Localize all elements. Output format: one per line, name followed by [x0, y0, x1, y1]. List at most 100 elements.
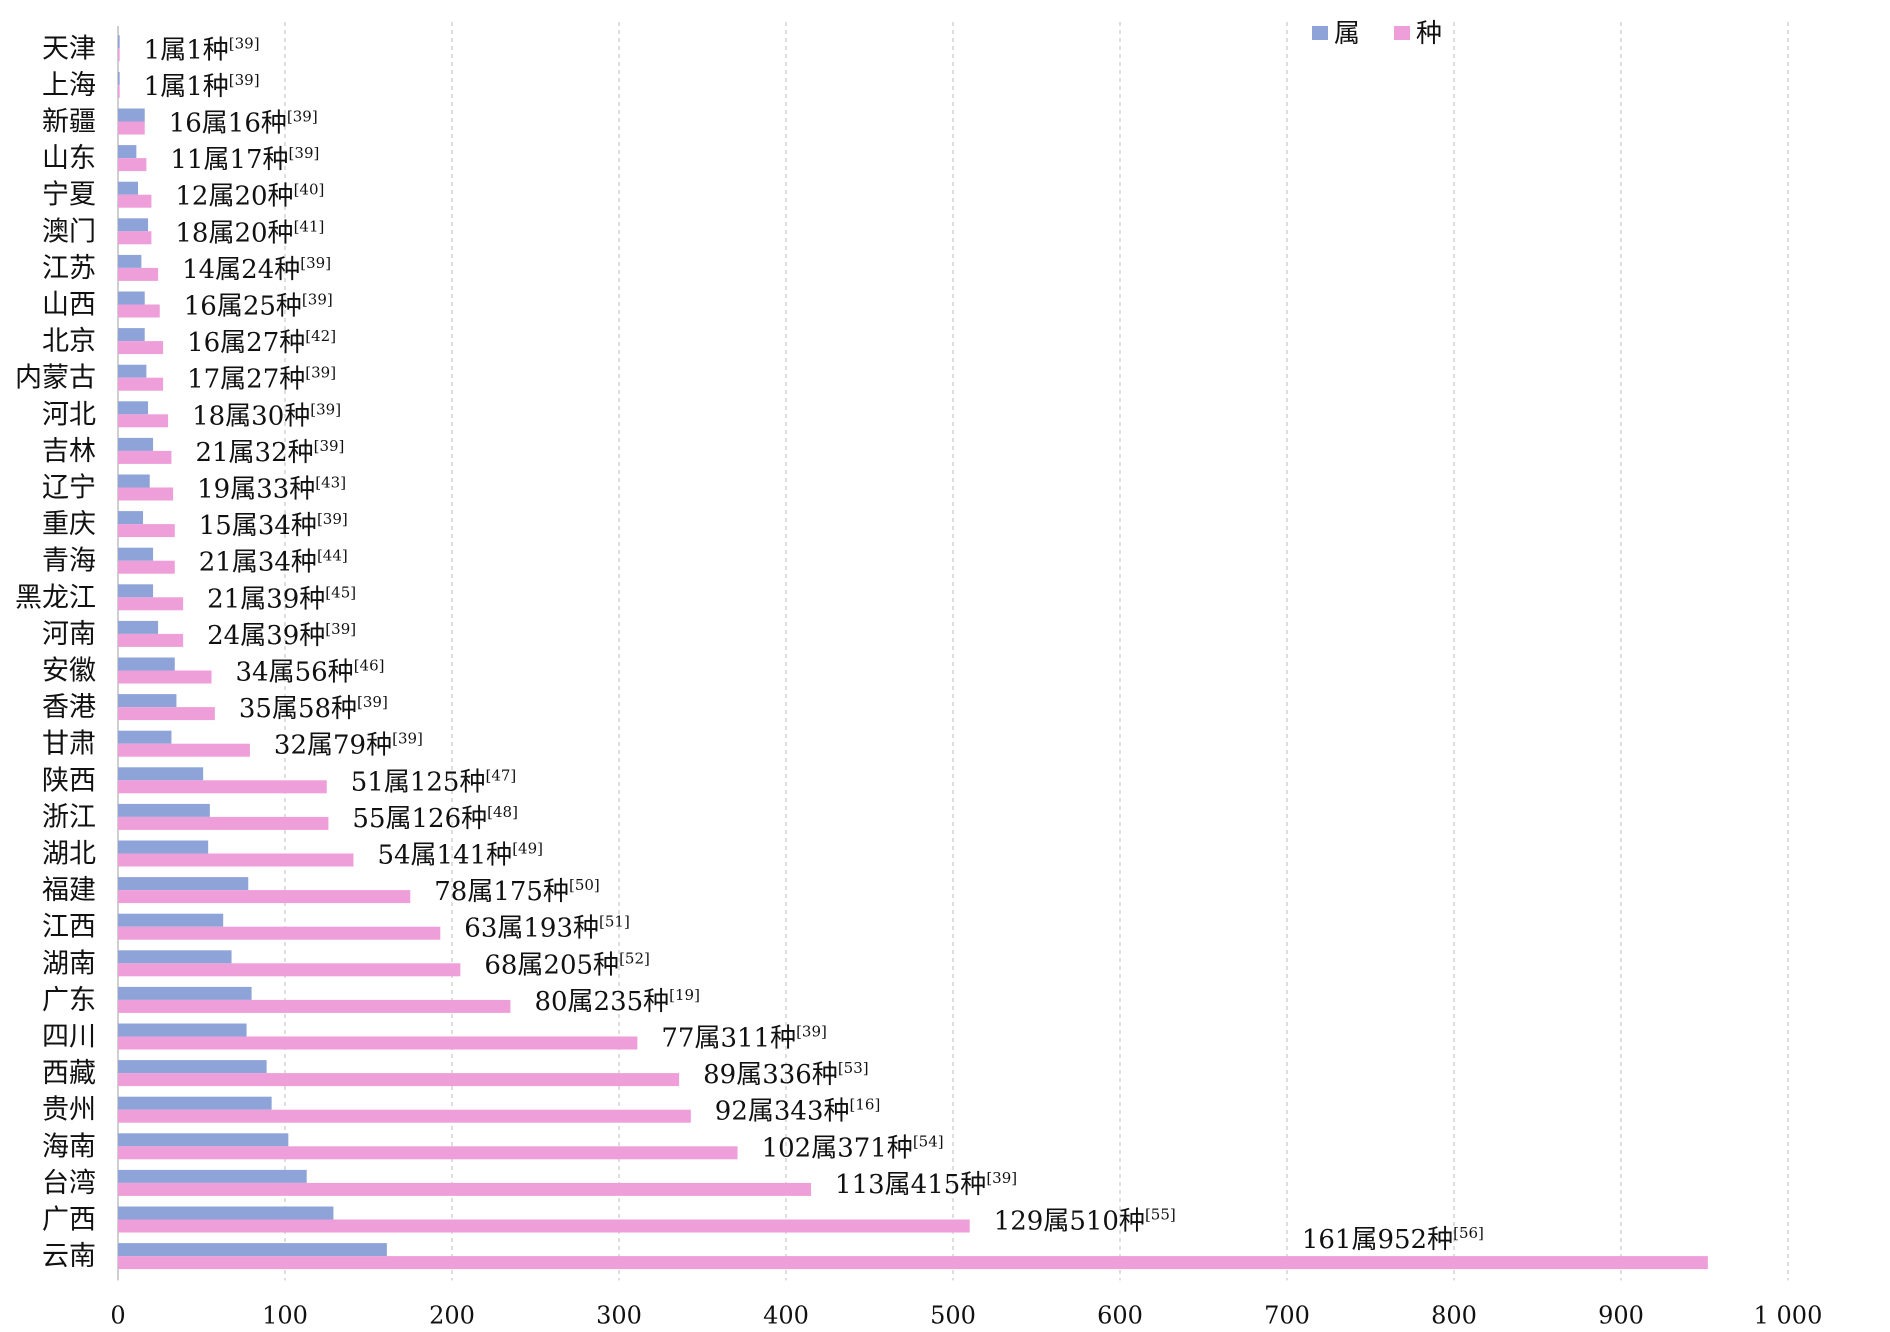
data-label-ref: [39]	[796, 1023, 827, 1041]
bar-species	[118, 267, 159, 281]
category-label: 陕西	[42, 765, 96, 796]
bar-genus	[118, 767, 204, 781]
data-label-ref: [39]	[317, 510, 348, 528]
bar-genus	[118, 474, 150, 488]
bar-species	[118, 377, 164, 391]
data-label-ref: [39]	[229, 71, 260, 89]
bar-genus	[118, 730, 172, 744]
category-label: 宁夏	[42, 180, 96, 211]
x-tick-label: 100	[262, 1301, 308, 1329]
x-tick-label: 600	[1097, 1301, 1143, 1329]
bar-genus	[118, 694, 177, 708]
category-label: 内蒙古	[15, 363, 96, 394]
data-label: 92属343种[16]	[715, 1096, 881, 1127]
data-label-ref: [53]	[838, 1059, 869, 1077]
data-label: 161属952种[56]	[1302, 1224, 1484, 1255]
bar-genus	[118, 657, 175, 671]
data-label-ref: [40]	[294, 181, 325, 199]
data-label: 17属27种[39]	[187, 364, 336, 395]
bar-species	[118, 597, 184, 611]
category-label: 澳门	[42, 216, 96, 247]
category-label: 贵州	[42, 1095, 96, 1126]
data-label: 34属56种[46]	[236, 657, 385, 688]
bar-genus	[118, 291, 145, 305]
category-label: 辽宁	[42, 473, 96, 504]
data-label: 80属235种[19]	[534, 986, 700, 1017]
data-label-ref: [39]	[392, 730, 423, 748]
data-label: 35属58种[39]	[239, 693, 388, 724]
data-label-ref: [39]	[310, 400, 341, 418]
bar-genus	[118, 1096, 272, 1110]
category-label: 吉林	[42, 436, 96, 467]
category-label: 新疆	[42, 107, 96, 138]
bar-species	[118, 231, 152, 245]
bar-genus	[118, 511, 144, 525]
data-label-ref: [39]	[289, 144, 320, 162]
bar-species	[118, 890, 411, 904]
category-label: 天津	[42, 33, 96, 64]
data-label: 77属311种[39]	[661, 1023, 827, 1054]
category-label: 广东	[42, 985, 96, 1016]
data-label-ref: [39]	[986, 1169, 1017, 1187]
category-label: 云南	[42, 1241, 96, 1272]
x-tick-label: 900	[1598, 1301, 1644, 1329]
data-label: 24属39种[39]	[207, 620, 356, 651]
bar-species	[118, 194, 152, 208]
data-label: 21属32种[39]	[195, 437, 344, 468]
data-label-ref: [39]	[314, 437, 345, 455]
data-label: 68属205种[52]	[484, 949, 650, 980]
bar-genus	[118, 35, 120, 49]
bar-species	[118, 121, 145, 135]
bar-species	[118, 707, 215, 721]
bar-genus	[118, 950, 232, 964]
bar-genus	[118, 1023, 247, 1037]
data-label: 78属175种[50]	[434, 876, 600, 907]
bar-species	[118, 999, 511, 1013]
data-label-ref: [44]	[317, 547, 348, 565]
category-label: 北京	[42, 326, 96, 357]
data-label-ref: [56]	[1453, 1224, 1484, 1242]
data-label: 12属20种[40]	[175, 181, 324, 212]
category-label: 香港	[42, 692, 96, 723]
data-labels: 1属1种[39] 1属1种[39] 16属16种[39] 11属17种[39] 12属2…	[144, 34, 1484, 1255]
bar-genus	[118, 584, 154, 598]
data-label: 1属1种[39]	[144, 71, 260, 102]
data-label-ref: [39]	[287, 108, 318, 126]
bar-species	[118, 816, 329, 830]
bar-genus	[118, 1133, 289, 1147]
bar-genus	[118, 1206, 334, 1220]
bar-genus	[118, 1169, 307, 1183]
category-label: 江苏	[42, 253, 96, 284]
bar-species	[118, 304, 160, 318]
category-label: 海南	[42, 1131, 96, 1162]
data-label-ref: [39]	[302, 291, 333, 309]
data-label: 19属33种[43]	[197, 474, 346, 505]
bar-species	[118, 963, 461, 977]
bar-genus	[118, 620, 159, 634]
bar-species	[118, 1036, 638, 1050]
category-label: 安徽	[42, 656, 96, 687]
bar-genus	[118, 913, 224, 927]
bar-species	[118, 341, 164, 355]
bar-genus	[118, 547, 154, 561]
bar-species	[118, 48, 120, 62]
data-label-ref: [46]	[354, 657, 385, 675]
data-label-ref: [55]	[1145, 1206, 1176, 1224]
category-label: 河南	[42, 619, 96, 650]
bar-genus	[118, 877, 249, 891]
bar-genus	[118, 401, 149, 415]
category-label: 重庆	[42, 509, 96, 540]
data-label-ref: [49]	[512, 840, 543, 858]
legend: 属 种	[1312, 19, 1442, 49]
data-label-ref: [45]	[325, 583, 356, 601]
x-tick-label: 0	[110, 1301, 125, 1329]
bar-species	[118, 743, 250, 757]
category-labels: 天津上海新疆山东宁夏澳门江苏山西北京内蒙古河北吉林辽宁重庆青海黑龙江河南安徽香港…	[15, 33, 96, 1272]
data-label: 14属24种[39]	[182, 254, 331, 285]
data-label-ref: [39]	[357, 693, 388, 711]
bar-species	[118, 633, 184, 647]
bar-species	[118, 1219, 970, 1233]
legend-label-species: 种	[1416, 19, 1442, 49]
data-label: 113属415种[39]	[835, 1169, 1017, 1200]
